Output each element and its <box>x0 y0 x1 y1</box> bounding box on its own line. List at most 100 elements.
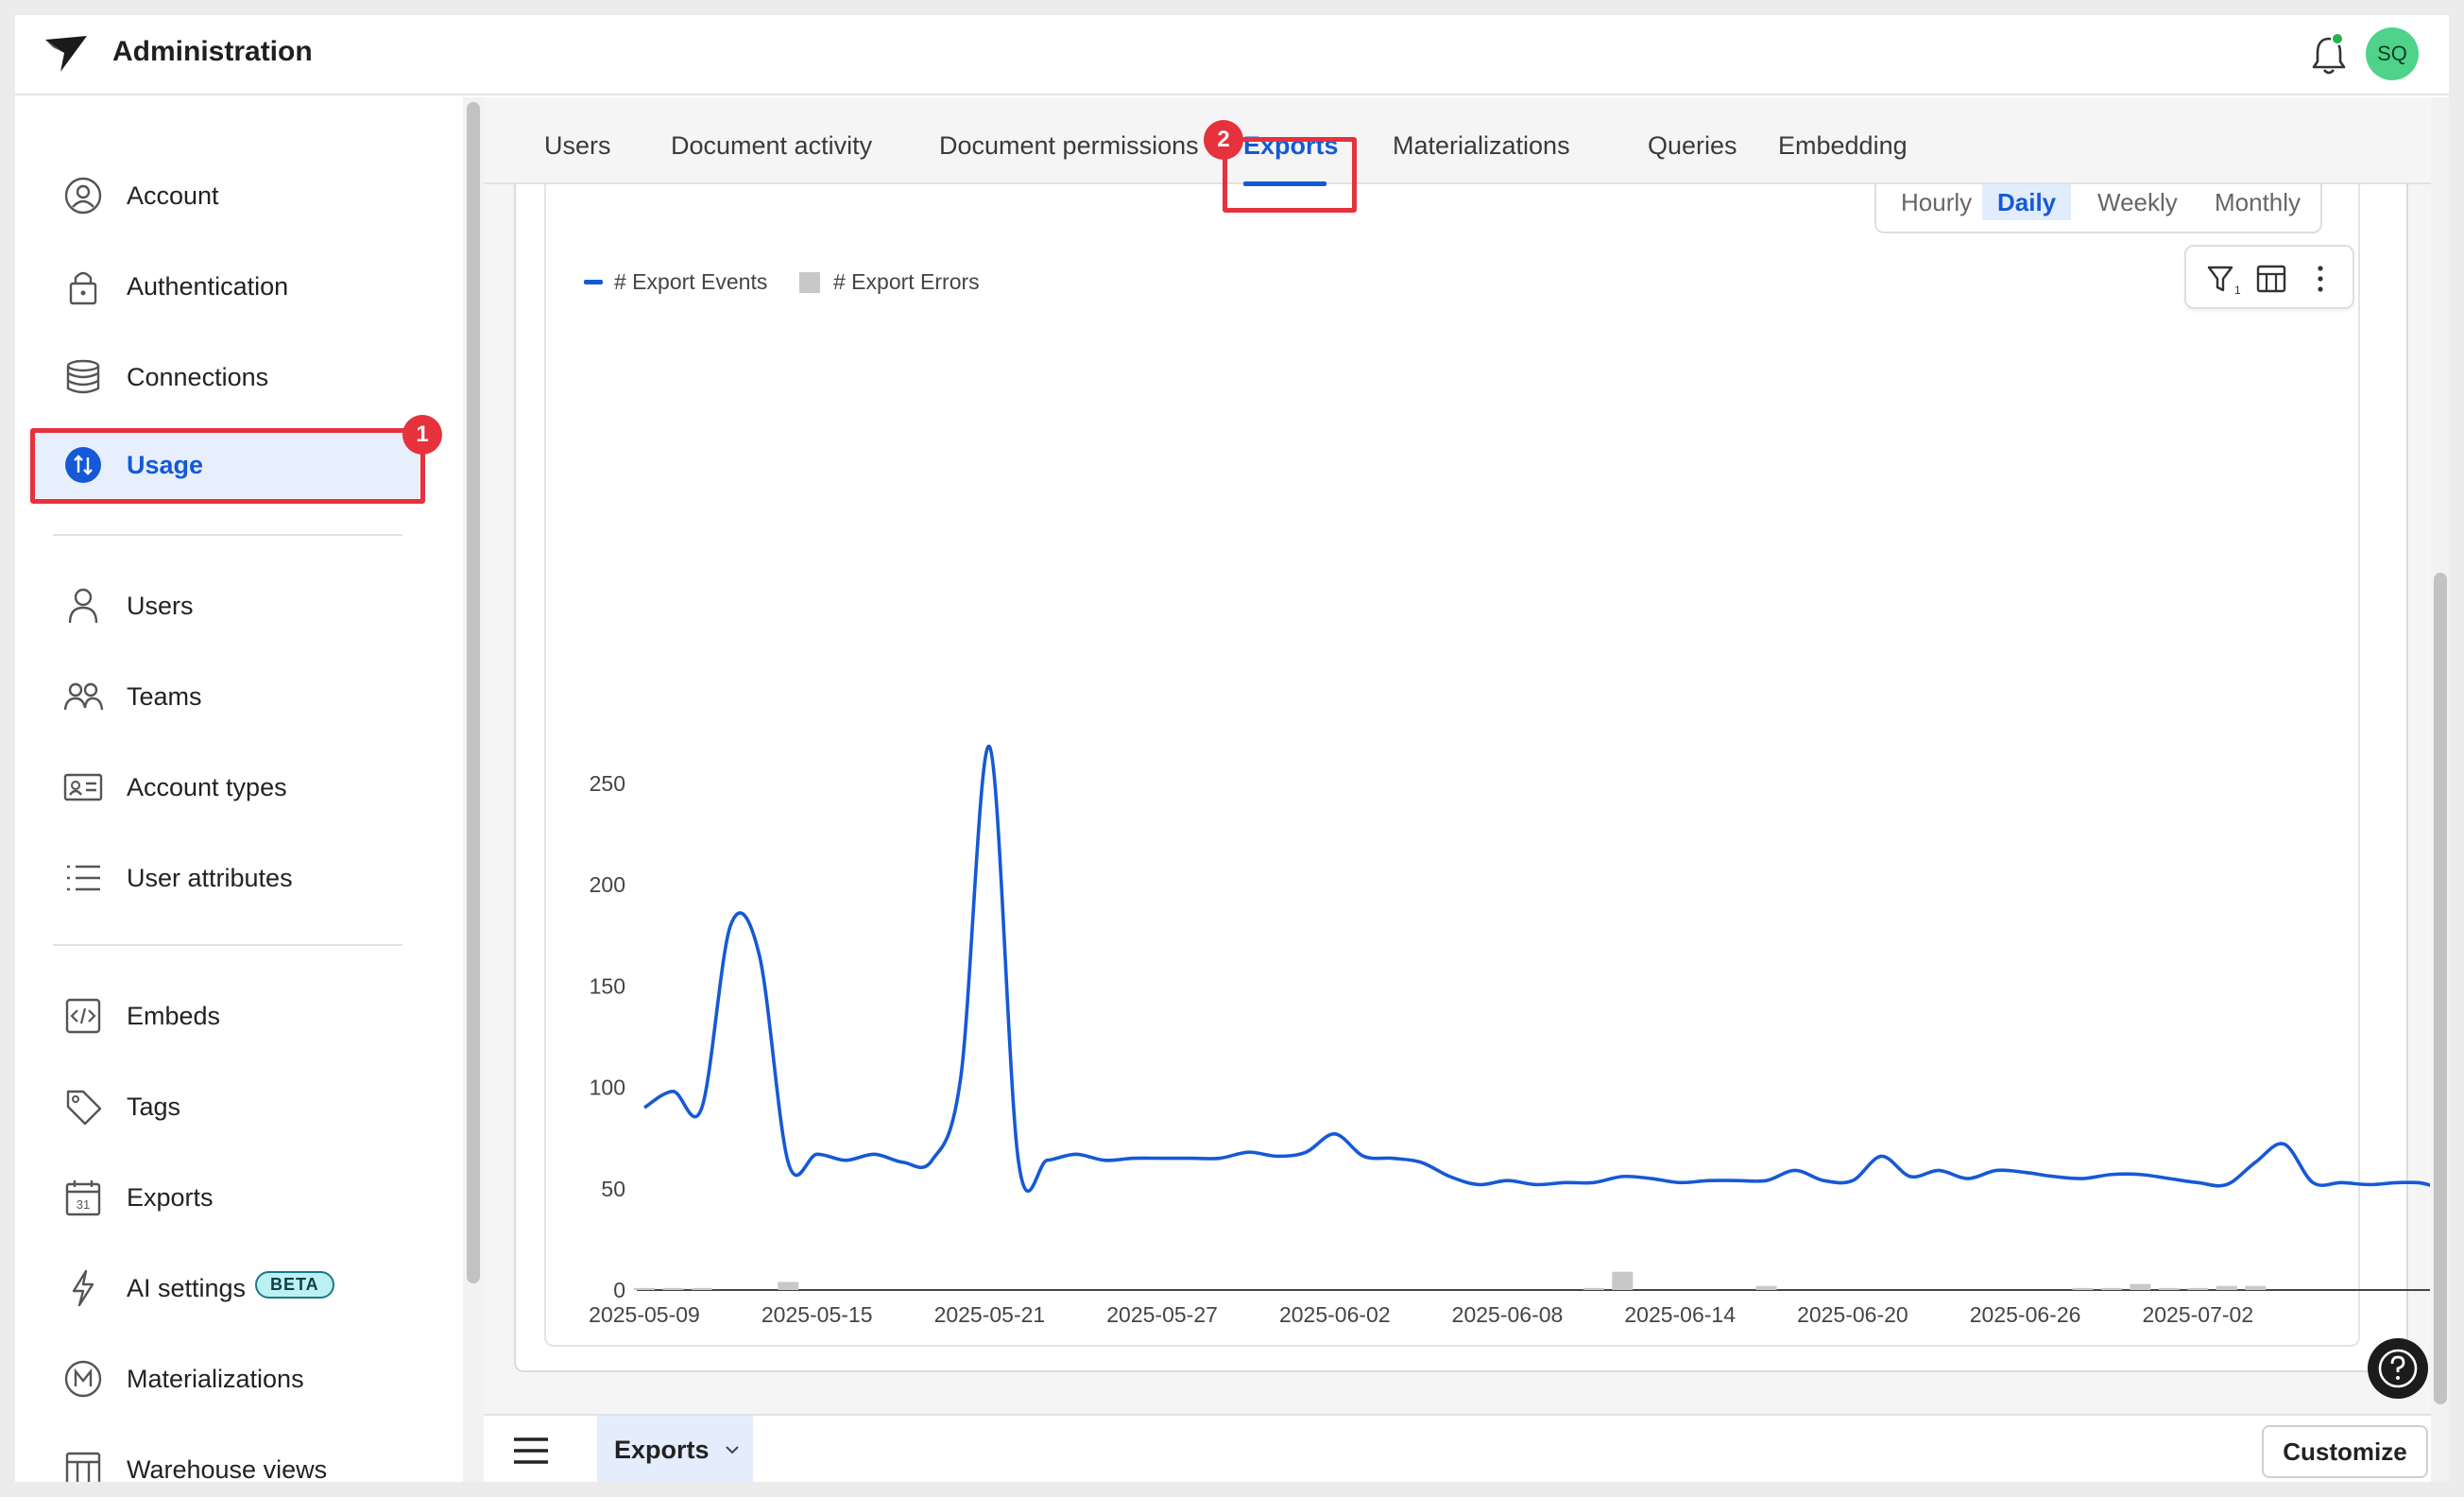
tab-materializations[interactable]: Materializations <box>1393 131 1570 160</box>
error-bar <box>2072 1287 2094 1290</box>
sidebar-item-label: AI settings <box>127 1273 247 1302</box>
chart-card <box>514 184 2408 1372</box>
sidebar-item-label: Account <box>127 181 219 210</box>
sidebar-divider <box>53 944 402 946</box>
table-view-icon[interactable] <box>2252 260 2290 298</box>
table-icon <box>65 1452 101 1482</box>
y-tick-label: 200 <box>590 872 625 897</box>
top-bar: Administration SQ <box>15 15 2449 95</box>
sigma-logo-icon[interactable] <box>40 30 93 79</box>
page-selector-label: Exports <box>614 1435 710 1464</box>
legend-item-export-errors[interactable]: # Export Errors <box>799 269 980 295</box>
y-tick-label: 0 <box>613 1278 625 1302</box>
sidebar-item-account-types[interactable]: Account types <box>28 751 425 823</box>
x-tick-label: 2025-05-09 <box>589 1302 700 1327</box>
sidebar-item-label: Account types <box>127 772 287 801</box>
error-bar <box>662 1287 684 1290</box>
list-icon <box>67 865 100 891</box>
sidebar-item-user-attributes[interactable]: User attributes <box>28 842 425 914</box>
error-bar <box>1755 1285 1777 1290</box>
tab-users[interactable]: Users <box>544 131 611 160</box>
sidebar-divider <box>53 534 402 536</box>
sidebar-item-ai-settings[interactable]: AI settings BETA <box>28 1252 425 1324</box>
user-circle-icon <box>64 177 102 215</box>
sidebar-scrollbar-thumb[interactable] <box>467 102 480 1283</box>
calendar-icon: 31 <box>65 1180 101 1216</box>
x-tick-label: 2025-05-15 <box>761 1302 873 1327</box>
line-chart: 0 50 100 150 200 250 2025-05-09 2025-05-15 2025-… <box>589 745 2430 1327</box>
app-title: Administration <box>112 36 313 67</box>
error-bar <box>2216 1285 2237 1290</box>
sidebar-item-account[interactable]: Account <box>28 160 425 232</box>
page-selector[interactable]: Exports <box>597 1416 753 1482</box>
hamburger-menu-icon[interactable] <box>512 1435 550 1467</box>
sidebar-item-usage[interactable]: Usage <box>28 432 425 498</box>
legend-line-swatch <box>584 280 603 284</box>
question-mark-icon <box>2378 1349 2418 1388</box>
granularity-weekly[interactable]: Weekly <box>2097 187 2178 216</box>
exports-tab-highlight-box <box>1223 137 1357 213</box>
legend-label: # Export Events <box>614 269 768 294</box>
sidebar-item-label: Warehouse views <box>127 1454 328 1483</box>
sidebar: Account Authentication Connections Usage… <box>15 97 459 1482</box>
x-tick-label: 2025-06-20 <box>1797 1302 1908 1327</box>
step-badge-2: 2 <box>1204 120 1243 160</box>
sidebar-item-embeds[interactable]: Embeds <box>28 980 425 1052</box>
notification-bell-icon[interactable] <box>2303 30 2354 81</box>
sidebar-item-label: Tags <box>127 1092 181 1121</box>
y-tick-label: 150 <box>590 973 625 998</box>
sidebar-item-warehouse-views[interactable]: Warehouse views <box>28 1434 425 1482</box>
error-bar <box>2245 1285 2267 1290</box>
main-scrollbar-thumb[interactable] <box>2434 573 2447 1404</box>
error-bar <box>2158 1287 2180 1290</box>
tab-embedding[interactable]: Embedding <box>1778 131 1908 160</box>
y-tick-label: 50 <box>601 1177 625 1201</box>
sidebar-item-users[interactable]: Users <box>28 570 425 642</box>
sidebar-item-label: Connections <box>127 362 269 391</box>
chevron-down-icon <box>725 1446 739 1454</box>
person-icon <box>68 588 98 624</box>
y-tick-label: 100 <box>590 1075 625 1100</box>
id-card-icon <box>63 773 103 801</box>
filter-icon[interactable]: 1 <box>2203 260 2241 298</box>
usage-icon <box>65 447 101 483</box>
x-tick-label: 2025-05-27 <box>1106 1302 1218 1327</box>
tag-icon <box>66 1090 102 1126</box>
sidebar-item-materializations[interactable]: Materializations <box>28 1343 425 1415</box>
granularity-daily[interactable]: Daily <box>1982 184 2072 220</box>
sidebar-item-authentication[interactable]: Authentication <box>28 250 425 322</box>
sidebar-item-exports[interactable]: 31 Exports <box>28 1161 425 1233</box>
sidebar-item-label: User attributes <box>127 863 293 892</box>
sidebar-item-tags[interactable]: Tags <box>28 1071 425 1143</box>
x-tick-label: 2025-05-21 <box>934 1302 1046 1327</box>
chart-toolbar: 1 <box>2184 245 2354 309</box>
sidebar-item-connections[interactable]: Connections <box>28 341 425 413</box>
help-button[interactable] <box>2368 1338 2428 1399</box>
code-icon <box>65 998 101 1034</box>
sidebar-item-label: Embeds <box>127 1001 221 1030</box>
tab-exports[interactable]: Exports <box>1243 131 1339 160</box>
tab-document-activity[interactable]: Document activity <box>671 131 873 160</box>
sidebar-item-label: Authentication <box>127 271 289 301</box>
x-tick-label: 2025-06-26 <box>1970 1302 2081 1327</box>
error-bar <box>2130 1283 2151 1290</box>
x-tick-label: 2025-06-02 <box>1279 1302 1391 1327</box>
granularity-toggle: Hourly Daily Weekly Monthly <box>1874 184 2322 233</box>
legend-box-swatch <box>799 271 820 293</box>
customize-button[interactable]: Customize <box>2262 1425 2428 1478</box>
usage-highlight-box <box>30 428 425 504</box>
user-avatar[interactable]: SQ <box>2366 27 2419 80</box>
page-footer: Exports Customize <box>484 1414 2449 1482</box>
sidebar-item-label: Teams <box>127 681 202 711</box>
chart-inner-card <box>544 184 2360 1347</box>
sidebar-item-label: Users <box>127 591 194 620</box>
legend-item-export-events[interactable]: # Export Events <box>584 269 767 295</box>
granularity-monthly[interactable]: Monthly <box>2215 187 2301 216</box>
error-bar <box>2187 1287 2209 1290</box>
tab-queries[interactable]: Queries <box>1648 131 1737 160</box>
sidebar-item-teams[interactable]: Teams <box>28 661 425 732</box>
granularity-hourly[interactable]: Hourly <box>1901 187 1973 216</box>
more-options-icon[interactable] <box>2301 260 2339 298</box>
error-bar <box>1583 1287 1604 1290</box>
tab-document-permissions[interactable]: Document permissions <box>939 131 1199 160</box>
